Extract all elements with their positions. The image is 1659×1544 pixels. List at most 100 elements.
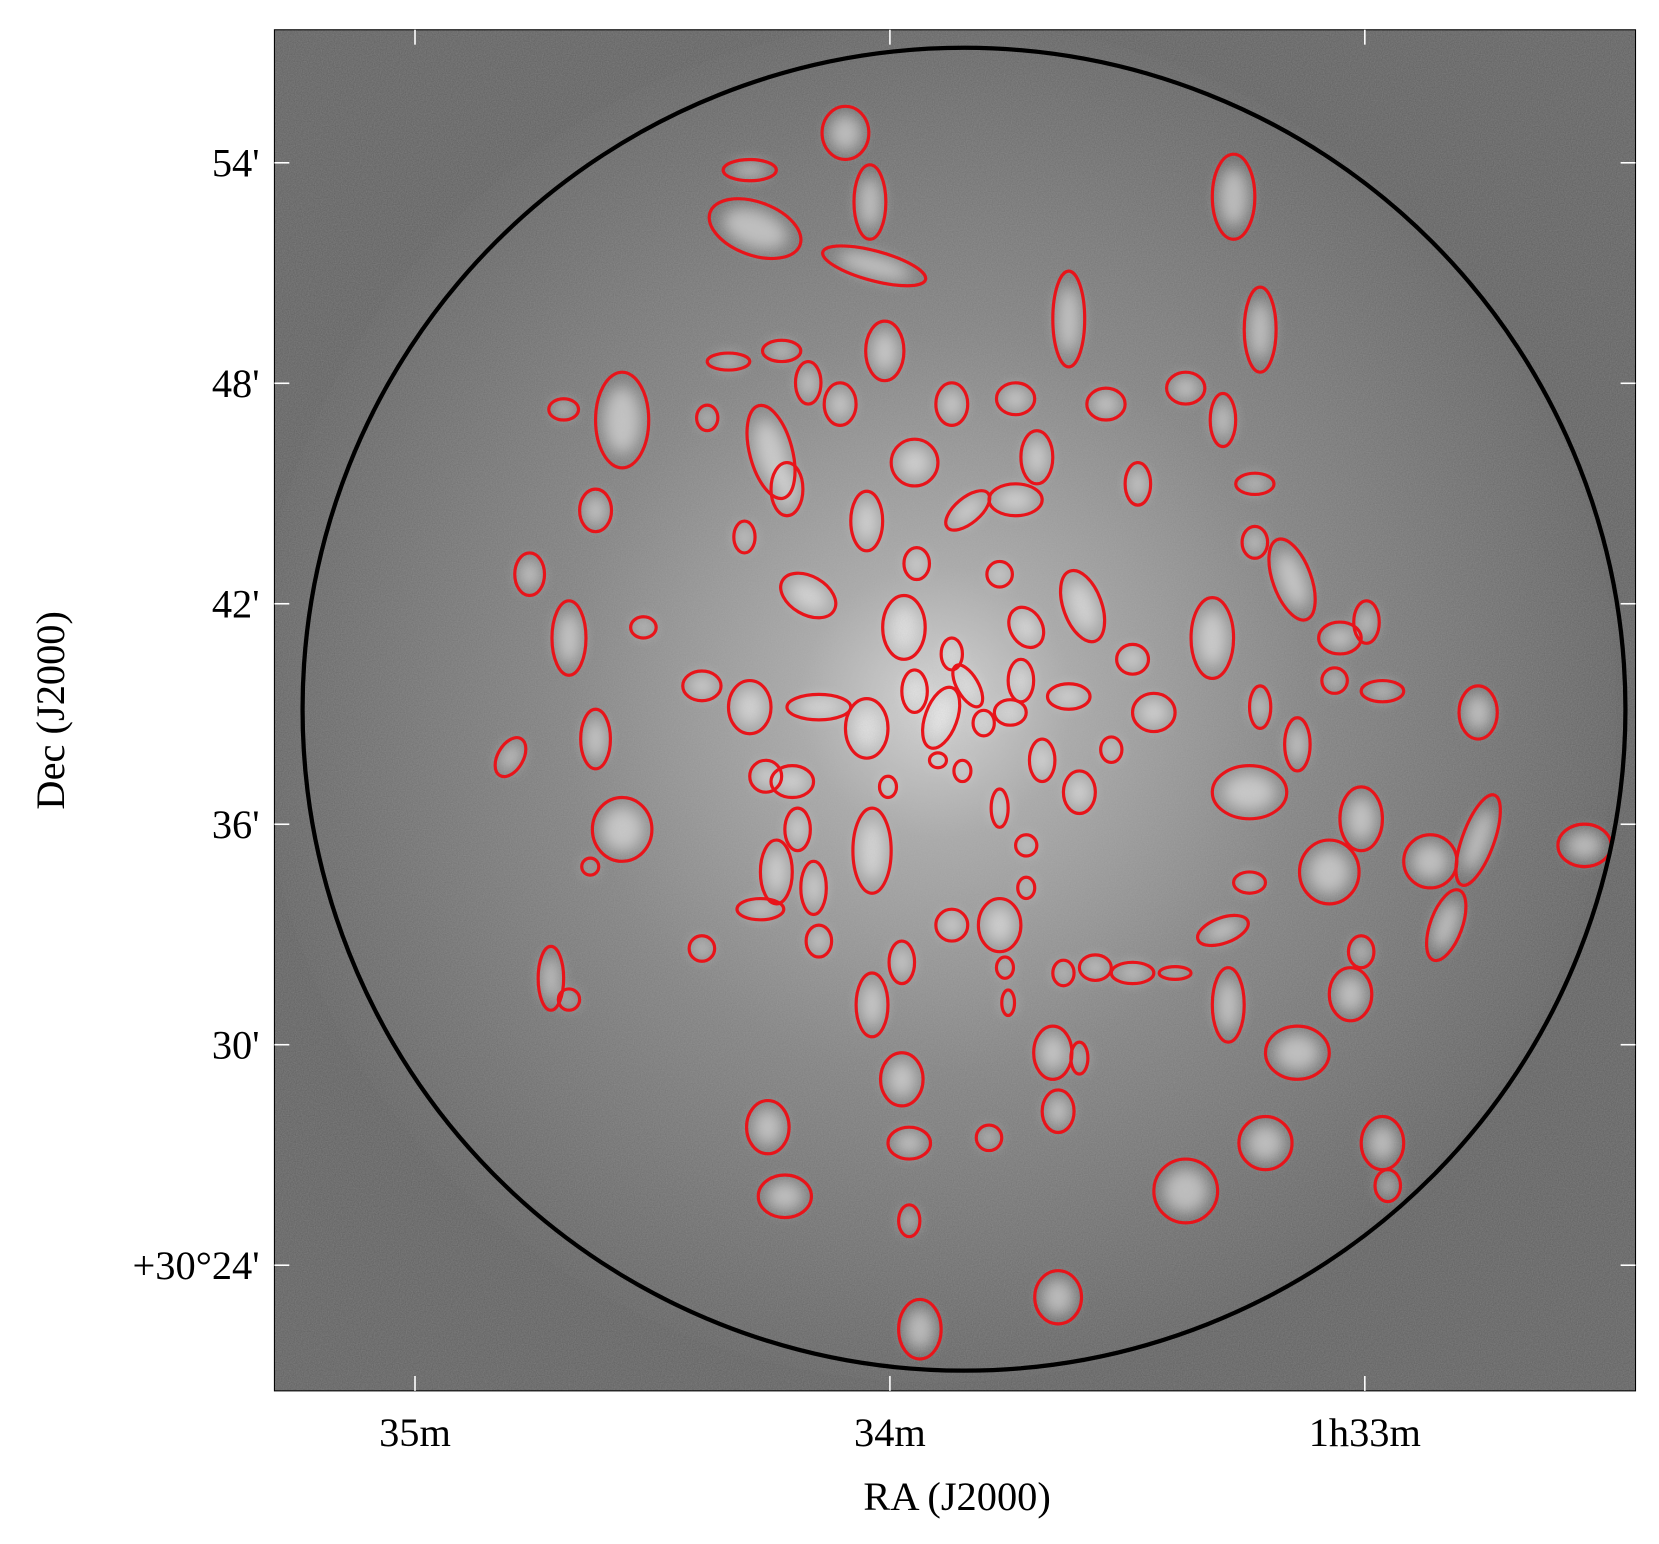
contour [590, 795, 654, 863]
contour [629, 615, 658, 640]
contour [1210, 152, 1257, 241]
contour [1234, 471, 1276, 497]
contour [1242, 285, 1278, 374]
contour [878, 1051, 925, 1108]
contour [694, 403, 720, 433]
field-circle [300, 45, 1628, 1373]
y-tick-label: 36' [212, 802, 260, 847]
plot-frame [273, 29, 1637, 1392]
y-tick-label: +30°24' [133, 1243, 260, 1288]
contour [1033, 1269, 1084, 1326]
contour [902, 546, 932, 582]
contour [849, 489, 885, 553]
contour [1109, 960, 1156, 986]
contour [705, 351, 752, 372]
contour [793, 359, 823, 406]
contour [493, 736, 528, 779]
contour [1359, 678, 1406, 704]
contour [687, 934, 717, 963]
contour [927, 751, 949, 770]
contour [799, 859, 828, 917]
contour [994, 381, 1037, 417]
contour [1051, 958, 1076, 988]
contour [804, 923, 834, 959]
contour [974, 1123, 1004, 1153]
contour [578, 487, 614, 534]
contour [769, 460, 805, 518]
contour [744, 1098, 791, 1156]
contour [760, 338, 803, 364]
contour [851, 806, 893, 895]
contour [952, 758, 973, 784]
contour [1240, 524, 1270, 560]
contour [1373, 1168, 1403, 1204]
x-axis-label: RA (J2000) [863, 1474, 1050, 1519]
contour [854, 971, 890, 1039]
contour [732, 519, 757, 555]
contour [1019, 429, 1055, 486]
contour [707, 197, 803, 261]
contour [1208, 391, 1238, 449]
contour [921, 685, 962, 750]
contour [1027, 737, 1057, 784]
contour [1210, 966, 1246, 1044]
contour [735, 896, 786, 922]
contour [864, 319, 906, 383]
contour [944, 489, 992, 532]
y-tick-label: 42' [212, 582, 260, 627]
contour [1058, 568, 1107, 644]
contour [877, 774, 899, 800]
contour [900, 668, 929, 715]
contour [1320, 666, 1349, 695]
contour [843, 697, 890, 760]
contour [579, 707, 613, 771]
contour [985, 559, 1014, 589]
contour [1013, 833, 1039, 858]
contour [994, 955, 1016, 980]
contour [1085, 386, 1127, 422]
contour [536, 944, 566, 1012]
sky-image [274, 29, 1636, 1391]
contour [580, 856, 601, 877]
contour [822, 381, 858, 427]
contour [897, 1297, 943, 1361]
contour [1327, 966, 1374, 1023]
y-tick-label: 30' [212, 1023, 260, 1068]
contour [1195, 913, 1250, 948]
contour [1454, 793, 1502, 887]
contour [987, 482, 1044, 518]
contour [1115, 642, 1151, 676]
contour [1000, 988, 1017, 1018]
contour [820, 104, 871, 162]
contour [852, 163, 888, 241]
contour [1157, 965, 1193, 981]
contour [1069, 1040, 1090, 1076]
contour [721, 157, 778, 183]
contour [1007, 605, 1046, 650]
y-tick-label: 48' [212, 361, 260, 406]
contour [1457, 684, 1499, 741]
contour [989, 787, 1010, 829]
contour [1016, 875, 1037, 901]
contour [1152, 1157, 1220, 1225]
contour [1123, 460, 1153, 507]
contour [889, 437, 940, 488]
contour [513, 551, 547, 598]
contour [1247, 684, 1273, 730]
contour [756, 1173, 814, 1220]
contour [1189, 596, 1236, 681]
contour [1099, 735, 1124, 765]
contour [951, 663, 985, 709]
contour [886, 1125, 933, 1161]
contour [550, 599, 588, 677]
contour [1130, 691, 1177, 734]
contour [934, 381, 970, 427]
contour [897, 1203, 922, 1239]
contour [887, 939, 917, 986]
x-tick-label: 1h33m [1309, 1410, 1421, 1455]
contour [1267, 537, 1317, 622]
contour [1237, 1114, 1294, 1172]
x-tick-label: 35m [379, 1410, 451, 1455]
